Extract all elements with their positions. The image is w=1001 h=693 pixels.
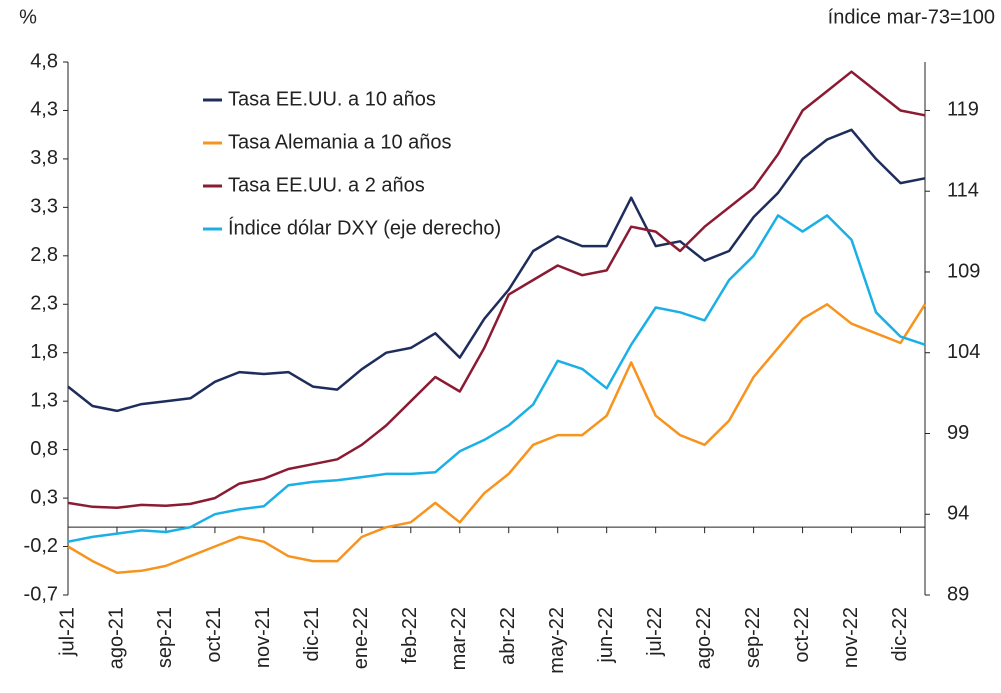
y2-unit: índice mar-73=100 (828, 6, 995, 28)
legend-label: Tasa EE.UU. a 2 años (228, 174, 425, 196)
x-tick-label: ene-22 (350, 607, 372, 669)
x-tick-label: ago-21 (105, 607, 127, 669)
y-tick-label: -0,7 (24, 583, 58, 605)
x-tick-label: jun-22 (595, 607, 617, 664)
x-tick-label: ago-22 (693, 607, 715, 669)
series-line (67, 70, 926, 510)
y-tick-label: 2,3 (30, 293, 58, 315)
y-tick-label: 0,8 (30, 438, 58, 460)
y-tick-label: 3,8 (30, 147, 58, 169)
y-tick-label: 3,3 (30, 196, 58, 218)
y-tick-label: 1,8 (30, 341, 58, 363)
series-line (67, 303, 927, 574)
x-tick-label: may-22 (546, 607, 568, 674)
y-tick-label: 0,3 (30, 486, 58, 508)
x-tick-label: dic-22 (889, 607, 911, 661)
x-tick-label: abr-22 (497, 607, 519, 665)
y2-tick-label: 99 (947, 422, 969, 444)
y2-tick-label: 94 (947, 503, 969, 525)
x-tick-label: mar-22 (448, 607, 470, 670)
y2-tick-label: 109 (947, 260, 980, 282)
y2-tick-label: 119 (947, 99, 979, 121)
y-tick-label: 4,3 (30, 99, 58, 121)
series-line (67, 214, 926, 543)
x-tick-label: feb-22 (399, 607, 421, 664)
x-tick-label: jul-22 (644, 607, 666, 657)
y-tick-label: 1,3 (30, 389, 58, 411)
y-tick-label: -0,2 (24, 535, 58, 557)
y2-tick-label: 104 (947, 341, 980, 363)
legend-label: Tasa Alemania a 10 años (228, 131, 452, 153)
y2-tick-label: 89 (947, 583, 969, 605)
legend-label: Tasa EE.UU. a 10 años (228, 88, 436, 110)
legend-label: Índice dólar DXY (eje derecho) (228, 216, 501, 239)
y-unit: % (19, 6, 37, 28)
x-tick-label: jul-21 (56, 607, 78, 657)
x-tick-label: sep-22 (742, 607, 764, 668)
y2-tick-label: 114 (947, 179, 979, 201)
x-tick-label: nov-22 (840, 607, 862, 668)
x-tick-label: dic-21 (301, 607, 323, 661)
y-tick-label: 2,8 (30, 244, 58, 266)
x-tick-label: oct-21 (203, 607, 225, 663)
x-tick-label: nov-21 (252, 607, 274, 668)
x-tick-label: oct-22 (791, 607, 813, 663)
x-tick-label: sep-21 (154, 607, 176, 668)
series-line (67, 128, 926, 413)
y-tick-label: 4,8 (30, 50, 58, 72)
